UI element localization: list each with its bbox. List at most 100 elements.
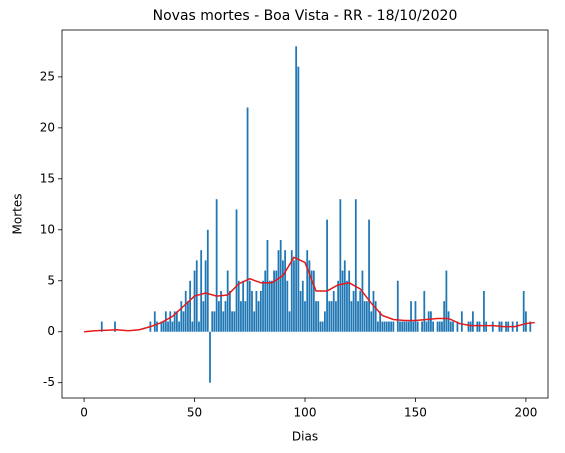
bar xyxy=(180,301,183,332)
bar xyxy=(396,280,399,332)
bar xyxy=(385,321,388,332)
bar xyxy=(244,301,247,332)
y-tick-label: 0 xyxy=(47,324,55,338)
bar xyxy=(525,311,527,332)
bar xyxy=(284,250,287,332)
bar xyxy=(306,250,309,332)
bar xyxy=(467,321,470,332)
plot-frame xyxy=(61,29,549,399)
bar xyxy=(173,311,176,332)
x-tick-label: 100 xyxy=(294,406,317,420)
bar xyxy=(295,46,298,332)
bar xyxy=(343,260,346,332)
bar xyxy=(350,301,353,332)
bar xyxy=(337,280,340,332)
bar xyxy=(374,301,377,332)
bar xyxy=(200,250,203,332)
bar xyxy=(262,280,264,332)
bar xyxy=(310,270,313,332)
bar xyxy=(332,290,335,332)
bar xyxy=(193,270,196,332)
bar xyxy=(299,290,302,332)
bar xyxy=(266,239,269,332)
bar xyxy=(178,321,180,332)
x-axis-label: Dias xyxy=(292,430,318,444)
trend-line xyxy=(84,256,535,333)
bar xyxy=(229,290,231,332)
bar xyxy=(255,290,258,332)
bar xyxy=(282,260,284,332)
bar xyxy=(290,250,293,332)
bar xyxy=(472,311,474,332)
bar xyxy=(449,321,452,332)
y-tick-label: -5 xyxy=(43,375,55,389)
bar xyxy=(430,311,432,332)
bar xyxy=(452,321,454,332)
bar xyxy=(253,311,256,332)
bar xyxy=(529,321,532,332)
bar xyxy=(359,290,362,332)
bar xyxy=(264,270,267,332)
bar xyxy=(321,321,324,332)
bar xyxy=(164,311,167,332)
bar xyxy=(301,280,304,332)
bar xyxy=(416,321,419,332)
bar xyxy=(251,290,253,332)
bar xyxy=(182,311,185,332)
bar xyxy=(390,321,393,332)
bar xyxy=(339,199,342,332)
x-tick-label: 0 xyxy=(80,406,88,420)
bar xyxy=(421,321,423,332)
bar xyxy=(222,311,225,332)
bar xyxy=(270,280,273,332)
bar xyxy=(240,301,242,332)
bar xyxy=(469,321,472,332)
bar xyxy=(427,311,430,332)
y-tick-label: 25 xyxy=(40,69,55,83)
chart-title: Novas mortes - Boa Vista - RR - 18/10/20… xyxy=(153,8,458,24)
bar xyxy=(392,321,395,332)
bar xyxy=(304,301,306,332)
bar xyxy=(209,331,211,383)
y-tick-label: 10 xyxy=(40,222,55,236)
bar xyxy=(162,321,165,332)
bar xyxy=(348,270,351,332)
bar xyxy=(401,321,404,332)
bar xyxy=(436,321,439,332)
bar xyxy=(425,321,428,332)
bar xyxy=(438,321,441,332)
y-axis-label: Mortes xyxy=(11,194,25,235)
bar xyxy=(286,280,289,332)
bar xyxy=(217,301,220,332)
bar xyxy=(248,280,251,332)
bar xyxy=(114,321,116,332)
bar xyxy=(522,290,525,332)
bar xyxy=(226,270,229,332)
y-tick-label: 15 xyxy=(40,171,55,185)
bar xyxy=(171,321,174,332)
bar xyxy=(485,321,488,332)
bar xyxy=(235,209,238,332)
bar xyxy=(277,250,280,332)
bar xyxy=(257,301,260,332)
bar xyxy=(483,290,485,332)
bar xyxy=(308,260,311,332)
bar xyxy=(368,219,370,332)
bar xyxy=(167,321,169,332)
bar xyxy=(211,311,214,332)
bar xyxy=(443,301,446,332)
bar xyxy=(206,229,209,332)
bar xyxy=(215,199,218,332)
bar xyxy=(204,260,207,332)
bar xyxy=(377,321,379,332)
bar xyxy=(328,301,331,332)
bar xyxy=(297,66,300,332)
bar xyxy=(317,301,320,332)
bar xyxy=(383,321,386,332)
bar xyxy=(346,280,348,332)
bar xyxy=(198,321,200,332)
bar xyxy=(370,311,373,332)
y-tick-label: 20 xyxy=(40,120,55,134)
bar xyxy=(191,321,194,332)
